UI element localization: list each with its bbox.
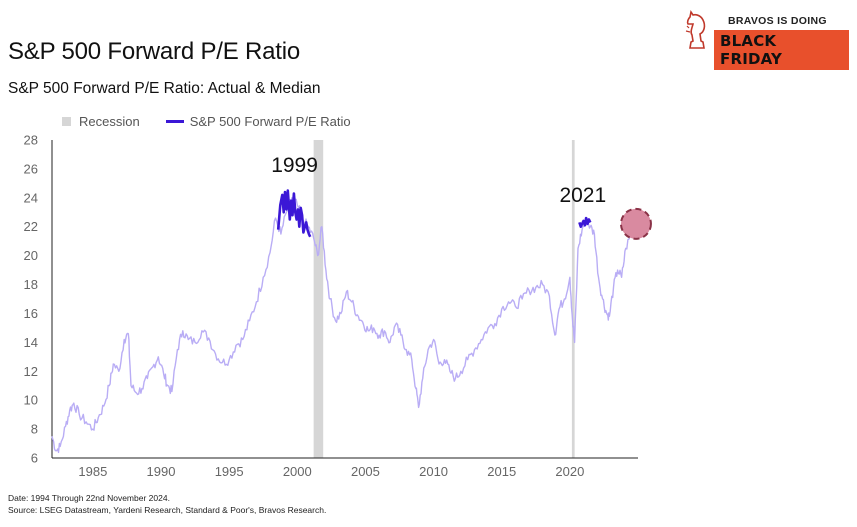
legend-item-recession: Recession [62,114,140,129]
current-value-marker [619,207,652,240]
series-line [51,197,638,454]
footer-date: Date: 1994 Through 22nd November 2024. [8,493,170,503]
y-tick-label: 28 [24,133,38,148]
y-tick-label: 14 [24,335,38,350]
recession-band [571,140,575,458]
x-tick-label: 1995 [215,464,244,478]
chart-footer: Date: 1994 Through 22nd November 2024. S… [8,492,326,516]
chart-legend: Recession S&P 500 Forward P/E Ratio [62,114,377,129]
promo-line: BRAVOS IS DOING [728,15,827,27]
y-tick-label: 12 [24,364,38,379]
x-tick-label: 2020 [555,464,584,478]
legend-label-recession: Recession [79,114,140,129]
y-tick-label: 24 [24,190,38,205]
brand-promo[interactable]: BRAVOS IS DOING BLACK FRIDAY [684,8,849,70]
highlight-1999-line [276,189,312,238]
x-tick-label: 2000 [283,464,312,478]
recession-swatch [62,117,71,126]
series-swatch [165,120,184,123]
legend-label-series: S&P 500 Forward P/E Ratio [189,114,351,129]
x-tick-label: 2015 [487,464,516,478]
promo-badge: BLACK FRIDAY [714,30,849,70]
chart-subtitle: S&P 500 Forward P/E Ratio: Actual & Medi… [8,80,321,97]
annotation-label: 2021 [559,184,606,207]
x-tick-label: 2010 [419,464,448,478]
recession-band [313,140,324,458]
chess-knight-icon [685,9,706,49]
page-title: S&P 500 Forward P/E Ratio [8,38,301,65]
annotation-label: 1999 [271,154,318,177]
y-tick-label: 18 [24,277,38,292]
x-tick-label: 1990 [147,464,176,478]
x-tick-label: 2005 [351,464,380,478]
y-tick-label: 10 [24,393,38,408]
y-tick-label: 20 [24,248,38,263]
y-tick-label: 6 [31,451,38,466]
y-tick-label: 22 [24,219,38,234]
y-tick-label: 8 [31,422,38,437]
y-tick-label: 26 [24,161,38,176]
y-tick-label: 16 [24,306,38,321]
x-tick-label: 1985 [78,464,107,478]
highlight-2021-line [578,216,592,228]
pe-ratio-chart: 6 8 10 12 14 16 18 20 22 24 26 28 1985 1990 1995 2000 20… [24,133,652,478]
legend-item-series: S&P 500 Forward P/E Ratio [165,114,351,129]
footer-source: Source: LSEG Datastream, Yardeni Researc… [8,505,327,515]
